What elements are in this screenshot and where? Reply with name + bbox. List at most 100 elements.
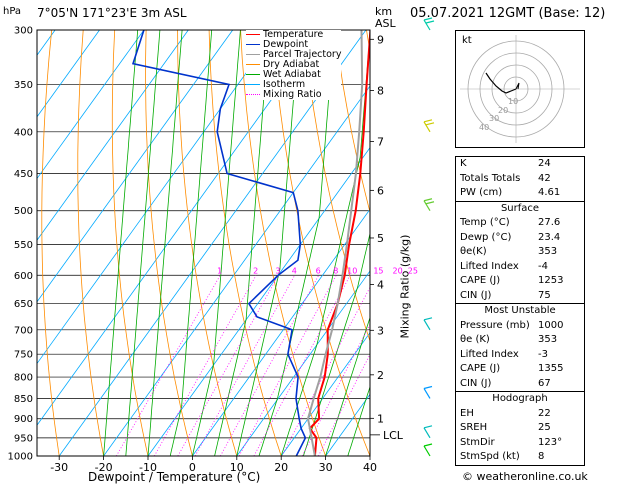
isotherm-20	[280, 331, 370, 456]
dry-adiabat	[111, 30, 149, 456]
temp-tick-30: 30	[319, 461, 333, 474]
hodo-ring-label-20: 20	[498, 106, 508, 115]
km-tick-8: 8	[377, 85, 384, 98]
stmdir-value: 123°	[538, 436, 563, 448]
k-value: 24	[538, 158, 551, 169]
pressure-tick-500: 500	[14, 206, 33, 217]
legend-isotherm: Isotherm	[263, 79, 306, 90]
wind-barb-staff-300	[423, 19, 431, 31]
stmspd-value: 8	[538, 451, 545, 462]
isotherm--80	[37, 30, 145, 180]
km-tick-9: 9	[377, 33, 384, 46]
legend-wet-swatch	[246, 74, 260, 75]
wet-adiabat	[192, 30, 241, 456]
legend-parcel: Parcel Trajectory	[263, 49, 342, 60]
wet-adiabat	[103, 30, 139, 456]
legend-dewpoint-swatch	[246, 44, 260, 45]
legend-wet: Wet Adiabat	[263, 69, 321, 80]
k-label: K	[460, 158, 467, 169]
km-tick-6: 6	[377, 184, 384, 197]
lcl-label: LCL	[383, 429, 404, 442]
unstable-cin-label: CIN (J)	[460, 377, 492, 389]
indices-table: K 24 Totals Totals 42 PW (cm) 4.61 Surface …	[455, 156, 585, 466]
tt-value: 42	[538, 172, 551, 184]
data-lines	[131, 30, 370, 456]
km-tick-7: 7	[377, 135, 384, 148]
mixing-ratio-label-6: 6	[316, 266, 321, 275]
wet-adiabat	[303, 231, 370, 456]
temp-tick--30: -30	[50, 461, 68, 474]
mixing-ratio-label-8: 8	[333, 266, 338, 275]
mixing-ratio-line-20	[301, 323, 370, 456]
mixing-ratio-line-3	[177, 275, 279, 456]
wind-barb-staff-400	[423, 121, 431, 133]
km-tick-5: 5	[377, 232, 384, 245]
pressure-tick-600: 600	[14, 271, 33, 282]
pressure-tick-1000: 1000	[8, 452, 33, 463]
location-title: 7°05'N 171°23'E 3m ASL	[37, 6, 187, 20]
plot-frame	[36, 29, 371, 457]
wind-barb-staff-850	[423, 388, 431, 399]
mixing-ratio-line-15	[281, 286, 370, 456]
km-unit-label: km	[375, 5, 393, 18]
legend-dewpoint: Dewpoint	[263, 39, 309, 50]
series-dewpoint	[131, 30, 307, 456]
x-axis-label: Dewpoint / Temperature (°C)	[88, 470, 261, 484]
pressure-tick-400: 400	[14, 127, 33, 138]
pressure-unit-label: hPa	[3, 6, 22, 17]
temp-tick-40: 40	[363, 461, 377, 474]
pressure-tick-450: 450	[14, 169, 33, 180]
eh-value: 22	[538, 407, 551, 419]
temp-tick-20: 20	[274, 461, 288, 474]
copyright: © weatheronline.co.uk	[462, 470, 588, 483]
unstable-pres-value: 1000	[538, 319, 564, 331]
hodograph-stats-section: Hodograph EH 22 SREH 25 StmDir 123° StmSpd …	[456, 391, 584, 465]
wet-adiabat	[236, 30, 300, 456]
wind-barb-staff-700	[423, 319, 431, 331]
surface-thetae-label: θe(K)	[460, 246, 487, 257]
legend-temperature-swatch	[246, 34, 260, 35]
mixing-ratio-label-15: 15	[373, 266, 383, 275]
legend-dry-swatch	[246, 64, 260, 65]
wind-barbs	[423, 17, 435, 457]
dry-adiabat	[77, 30, 104, 456]
wet-adiabat	[125, 30, 161, 456]
wind-barb-staff-1000	[423, 445, 431, 457]
wet-adiabat	[258, 30, 335, 456]
stmdir-label: StmDir	[460, 436, 495, 448]
mixing-ratio-label-10: 10	[347, 266, 357, 275]
wind-barb-staff-500	[423, 200, 431, 212]
pressure-tick-700: 700	[14, 325, 33, 336]
isotherm--20	[103, 85, 370, 456]
hodo-ring-label-30: 30	[489, 114, 499, 123]
surface-cape-label: CAPE (J)	[460, 275, 501, 286]
mixing-ratio-label-25: 25	[408, 266, 418, 275]
mixing-ratio-label-20: 20	[393, 266, 403, 275]
wind-barb-flag-1000	[423, 443, 433, 447]
mixing-ratio-label-1: 1	[217, 266, 222, 275]
temp-tick--10: -10	[139, 461, 157, 474]
pressure-tick-650: 650	[14, 299, 33, 310]
unstable-cin-value: 67	[538, 377, 551, 389]
mixing-ratio-label-4: 4	[292, 266, 297, 275]
pw-value: 4.61	[538, 187, 561, 198]
unstable-thetae-label: θe (K)	[460, 334, 490, 345]
wind-barb-flag-300	[423, 17, 433, 21]
legend-mixing: Mixing Ratio	[263, 89, 322, 100]
dry-adiabat	[145, 30, 193, 456]
hodograph-panel: kt 10 20 30 40	[455, 30, 585, 148]
wet-adiabat	[347, 385, 370, 456]
axis-ticks: 1 2 3 4 6 8 10 15 20 2530035040045050055060065070…	[8, 26, 418, 475]
dry-adiabat	[618, 30, 629, 456]
unstable-thetae-value: 353	[538, 334, 558, 345]
surface-cape-value: 1253	[538, 275, 564, 286]
isotherm--40	[37, 30, 322, 426]
pressure-tick-350: 350	[14, 80, 33, 91]
dry-adiabat	[587, 30, 629, 456]
hodo-ring-label-10: 10	[508, 97, 518, 106]
mixing-ratio-axis-label: Mixing Ratio (g/kg)	[398, 234, 412, 339]
surface-temp-label: Temp (°C)	[460, 217, 510, 228]
eh-label: EH	[460, 407, 474, 419]
isotherm--10	[147, 146, 370, 456]
